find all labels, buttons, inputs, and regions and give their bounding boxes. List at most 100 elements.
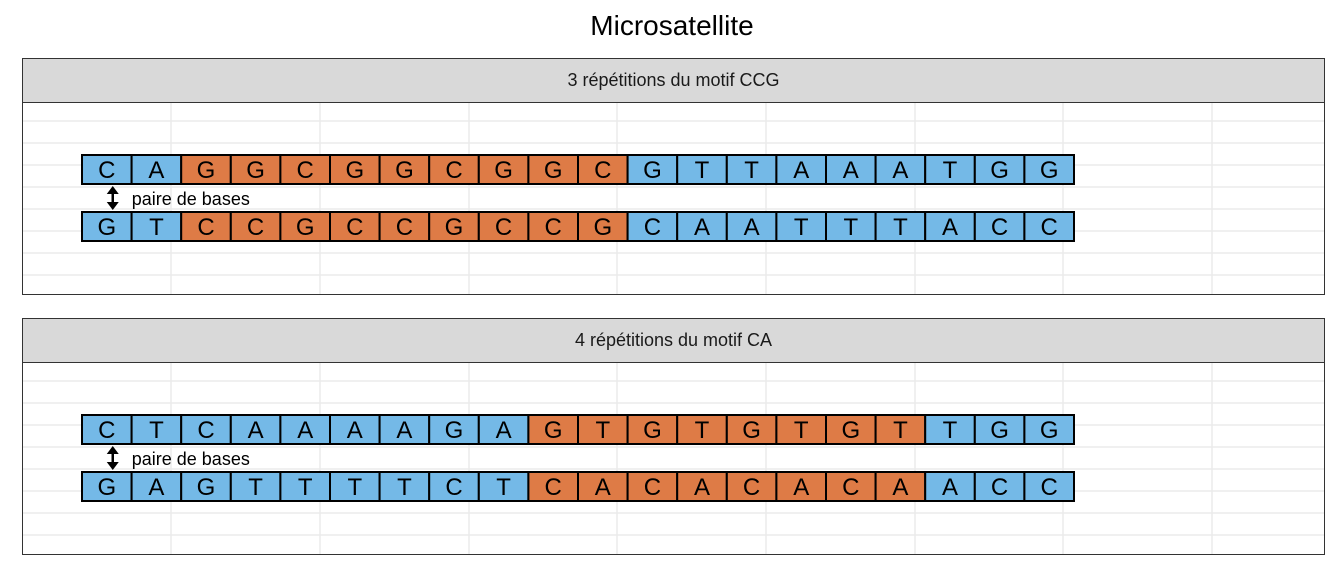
base-letter: A bbox=[347, 417, 363, 444]
base-letter: A bbox=[793, 474, 809, 501]
base-letter: C bbox=[197, 214, 214, 241]
base-letter: T bbox=[943, 157, 958, 184]
base-cell bbox=[428, 211, 480, 242]
base-cell bbox=[1023, 154, 1076, 185]
base-letter: C bbox=[98, 157, 115, 184]
base-letter: G bbox=[643, 417, 662, 444]
base-letter: T bbox=[794, 214, 809, 241]
panel-strip-ccg: 3 répétitions du motif CCG bbox=[23, 59, 1324, 103]
base-cell bbox=[924, 414, 976, 445]
base-letter: C bbox=[197, 417, 214, 444]
base-letter: G bbox=[544, 417, 563, 444]
base-letter: C bbox=[346, 214, 363, 241]
base-cell bbox=[577, 471, 629, 502]
base-letter: T bbox=[298, 474, 313, 501]
base-pair-arrow bbox=[106, 186, 119, 210]
base-letter: C bbox=[991, 474, 1008, 501]
base-cell bbox=[924, 211, 976, 242]
base-letter: C bbox=[545, 474, 562, 501]
base-letter: G bbox=[544, 157, 563, 184]
base-cell bbox=[81, 414, 133, 445]
base-cell bbox=[725, 211, 778, 242]
base-letter: T bbox=[943, 417, 958, 444]
base-letter: G bbox=[345, 157, 364, 184]
base-letter: G bbox=[1040, 417, 1059, 444]
base-cell bbox=[180, 211, 232, 242]
base-letter: A bbox=[694, 214, 710, 241]
base-letter: T bbox=[794, 417, 809, 444]
base-letter: C bbox=[545, 214, 562, 241]
base-cell bbox=[130, 414, 183, 445]
base-cell bbox=[329, 471, 381, 502]
base-letter: G bbox=[445, 214, 464, 241]
panel-strip-ca: 4 répétitions du motif CA bbox=[23, 319, 1324, 363]
base-cell bbox=[924, 471, 976, 502]
base-pair-arrow bbox=[106, 446, 119, 470]
base-cell bbox=[477, 414, 530, 445]
base-letter: C bbox=[1041, 474, 1058, 501]
base-cell bbox=[329, 211, 381, 242]
panel-ca: 4 répétitions du motif CA C T C A A A A G A G T G T G… bbox=[22, 318, 1325, 555]
base-cell bbox=[329, 414, 381, 445]
base-cell bbox=[825, 154, 877, 185]
base-cell bbox=[825, 471, 877, 502]
base-cell bbox=[130, 471, 183, 502]
base-letter: C bbox=[247, 214, 264, 241]
base-cell bbox=[180, 154, 232, 185]
base-cell bbox=[577, 414, 629, 445]
figure-title: Microsatellite bbox=[590, 10, 754, 41]
base-letter: T bbox=[347, 474, 362, 501]
base-letter: G bbox=[990, 157, 1009, 184]
base-letter: A bbox=[396, 417, 412, 444]
base-letter: A bbox=[148, 474, 164, 501]
base-cell bbox=[825, 211, 877, 242]
base-letter: A bbox=[892, 474, 908, 501]
base-cell bbox=[775, 154, 828, 185]
base-letter: T bbox=[496, 474, 511, 501]
base-letter: G bbox=[97, 474, 116, 501]
base-letter: T bbox=[744, 157, 759, 184]
base-cell bbox=[81, 154, 133, 185]
base-letter: C bbox=[644, 474, 661, 501]
base-cell bbox=[180, 471, 232, 502]
base-letter: G bbox=[197, 474, 216, 501]
base-letter: C bbox=[98, 417, 115, 444]
base-letter: A bbox=[496, 417, 512, 444]
base-letter: C bbox=[1041, 214, 1058, 241]
base-letter: C bbox=[842, 474, 859, 501]
base-letter: T bbox=[695, 417, 710, 444]
base-pair-label: paire de bases bbox=[132, 449, 250, 469]
base-cell bbox=[1023, 414, 1076, 445]
base-letter: G bbox=[841, 417, 860, 444]
base-letter: T bbox=[893, 214, 908, 241]
base-cell bbox=[527, 154, 579, 185]
base-letter: T bbox=[397, 474, 412, 501]
base-letter: T bbox=[843, 214, 858, 241]
base-cell bbox=[676, 154, 728, 185]
base-pair-label: paire de bases bbox=[132, 189, 250, 209]
base-letter: T bbox=[248, 474, 263, 501]
base-cell bbox=[130, 154, 183, 185]
base-cell bbox=[725, 154, 778, 185]
base-letter: A bbox=[843, 157, 859, 184]
base-letter: T bbox=[595, 417, 610, 444]
base-cell bbox=[527, 414, 579, 445]
base-letter: T bbox=[893, 417, 908, 444]
base-letter: G bbox=[445, 417, 464, 444]
base-letter: A bbox=[942, 214, 958, 241]
base-cell bbox=[477, 471, 530, 502]
base-cell bbox=[279, 414, 331, 445]
base-letter: C bbox=[297, 157, 314, 184]
base-letter: A bbox=[942, 474, 958, 501]
base-letter: G bbox=[742, 417, 761, 444]
base-cell bbox=[626, 211, 679, 242]
base-letter: A bbox=[297, 417, 313, 444]
base-letter: G bbox=[246, 157, 265, 184]
base-letter: G bbox=[643, 157, 662, 184]
base-letter: A bbox=[694, 474, 710, 501]
base-cell bbox=[924, 154, 976, 185]
base-letter: G bbox=[97, 214, 116, 241]
base-letter: C bbox=[991, 214, 1008, 241]
